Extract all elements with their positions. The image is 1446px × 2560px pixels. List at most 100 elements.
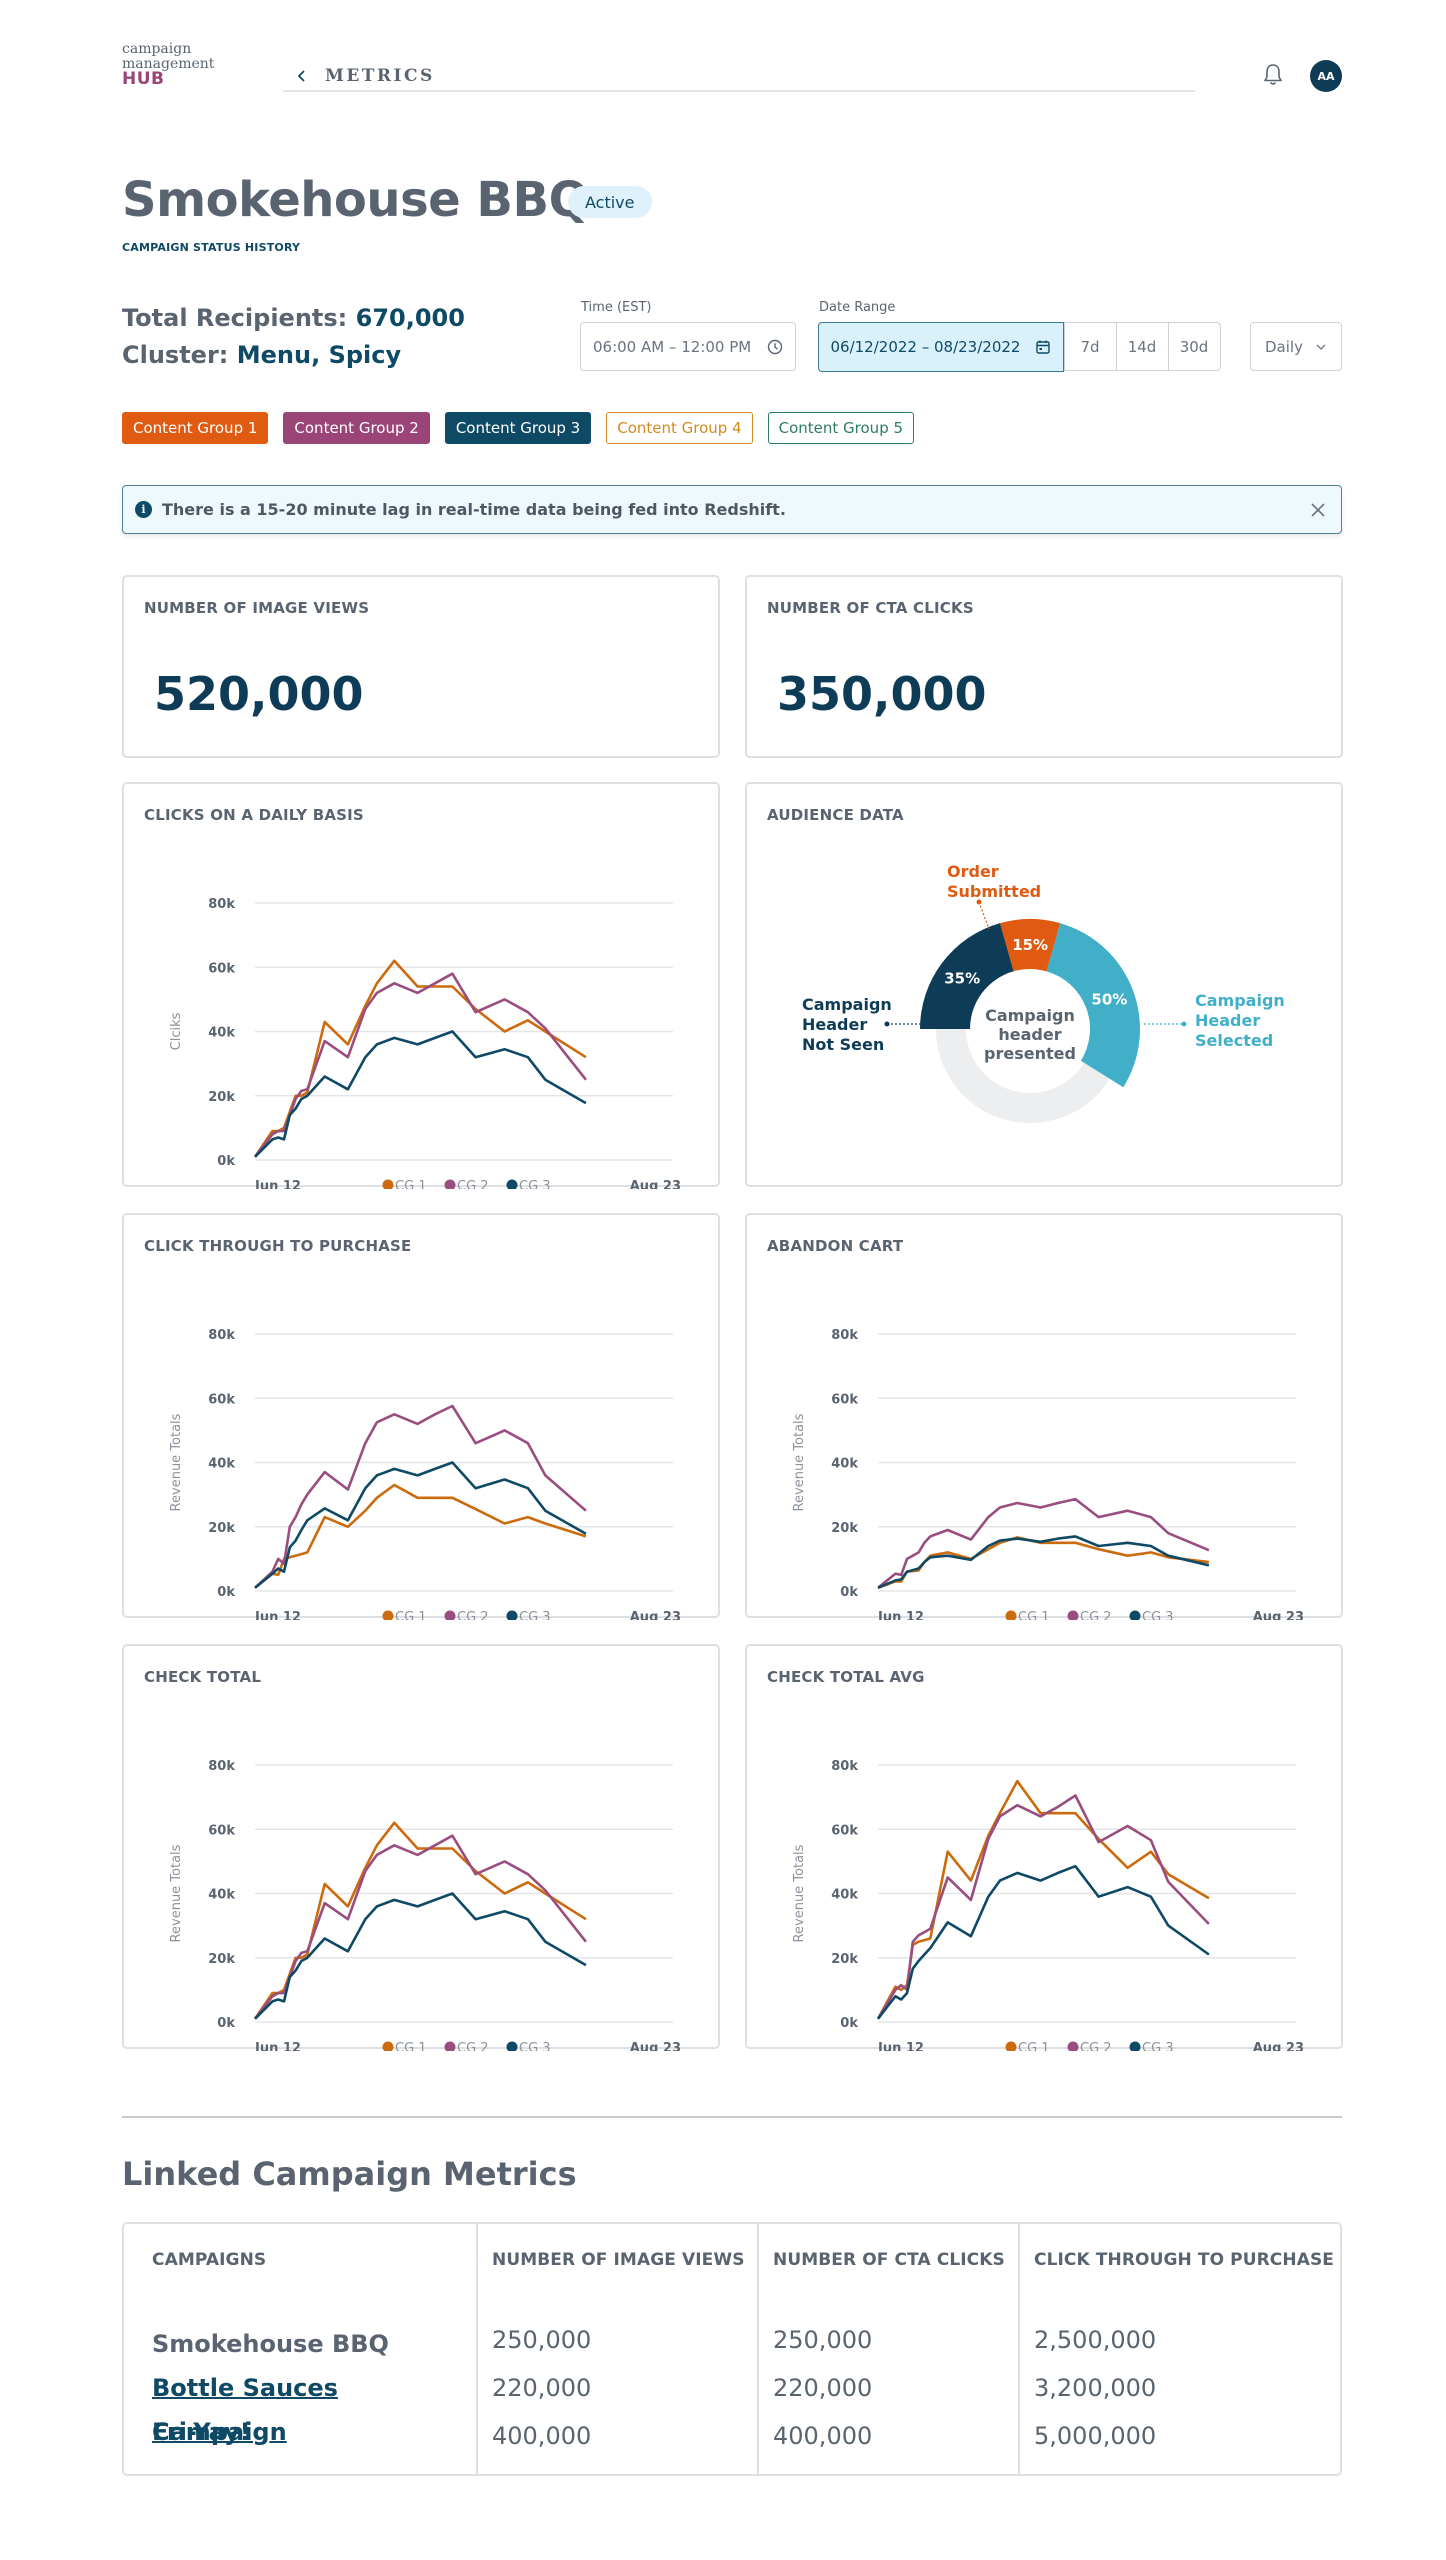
table-cell: 250,000 [773, 2326, 873, 2354]
audience-donut-chart: 35%15%50%CampaignheaderpresentedCampaign… [802, 862, 1285, 1123]
y-tick-label: 80k [831, 1759, 858, 1774]
campaign-link-fri-yay[interactable]: Fri-Yay! [152, 2418, 251, 2446]
x-tick-label: Jun 12 [877, 1610, 924, 1620]
callout-label: Selected [1195, 1031, 1273, 1050]
app-logo[interactable]: campaign management HUB [122, 42, 214, 89]
avatar[interactable]: AA [1310, 60, 1342, 92]
y-tick-label: 80k [831, 1328, 858, 1343]
series-line-cg2 [877, 1497, 1210, 1589]
donut-percent-label: 35% [944, 970, 980, 988]
callout-dot [1181, 1021, 1187, 1027]
campaign-link-bottle-sauces[interactable]: Bottle Sauces Campaign [152, 2374, 338, 2446]
y-tick-label: 40k [831, 1457, 858, 1472]
chart-card-audience: AUDIENCE DATA 35% 15% 50% Campaign header pre… [745, 782, 1343, 1187]
x-tick-label: Jun 12 [254, 1179, 301, 1189]
donut-center-label: Campaign [985, 1006, 1075, 1025]
granularity-select[interactable]: Daily [1250, 322, 1342, 371]
alert-close-button[interactable] [1307, 499, 1329, 521]
time-label: Time (EST) [581, 300, 652, 315]
click-through-line-chart: 0k 20k 40k 60k 80k Revenue Totals Jun 12 Aug 23… [169, 1328, 681, 1620]
linked-campaign-metrics-title: Linked Campaign Metrics [122, 2155, 577, 2193]
content-group-4-chip[interactable]: Content Group 4 [606, 412, 753, 444]
callout-label: Campaign [1195, 991, 1285, 1010]
back-button[interactable] [291, 65, 313, 87]
donut-segment [920, 923, 1014, 1029]
table-cell: 400,000 [773, 2422, 873, 2450]
legend-marker [1005, 2041, 1017, 2051]
campaign-status-history-link[interactable]: CAMPAIGN STATUS HISTORY [122, 241, 301, 254]
time-range-input[interactable]: 06:00 AM – 12:00 PM [580, 322, 796, 371]
notifications-button[interactable] [1260, 62, 1286, 88]
y-tick-label: 20k [208, 1521, 235, 1536]
y-axis-label: Revenue Totals [169, 1413, 184, 1511]
chevron-down-icon [1316, 344, 1326, 350]
campaign-summary: Total Recipients: 670,000 Cluster: Menu,… [122, 300, 465, 374]
series-line-cg3 [254, 1461, 587, 1589]
quick-range-14d[interactable]: 14d [1115, 323, 1168, 370]
callout-label: Header [802, 1015, 867, 1034]
x-tick-label: Aug 23 [630, 1179, 681, 1189]
chart-title: CHECK TOTAL [144, 1668, 262, 1686]
legend-marker [444, 1179, 456, 1189]
quick-range-7d[interactable]: 7d [1063, 323, 1116, 370]
y-axis-label: Clciks [169, 1012, 184, 1050]
table-cell: 220,000 [492, 2374, 592, 2402]
series-line-cg2 [253, 1834, 587, 2020]
chevron-left-icon [297, 70, 305, 82]
campaign-name: Smokehouse BBQ [152, 2330, 389, 2358]
donut-segment [1046, 923, 1140, 1088]
click-through-column: CLICK THROUGH TO PURCHASE 2,500,000 3,20… [1018, 2224, 1340, 2474]
legend-label: CG 2 [457, 2041, 489, 2051]
legend-marker [382, 1179, 394, 1189]
x-tick-label: Aug 23 [1253, 2041, 1304, 2051]
cluster-value: Menu, Spicy [236, 341, 402, 369]
date-range-value: 06/12/2022 – 08/23/2022 [830, 337, 1021, 356]
date-range-group: 06/12/2022 – 08/23/2022 7d 14d 30d [817, 321, 1221, 372]
y-axis-label: Revenue Totals [792, 1413, 807, 1511]
callout-label: Header [1195, 1011, 1260, 1030]
x-tick-label: Jun 12 [254, 2041, 301, 2051]
kpi-card-cta-clicks: NUMBER OF CTA CLICKS 350,000 [745, 575, 1343, 758]
content-group-3-chip[interactable]: Content Group 3 [444, 412, 592, 444]
y-tick-label: 40k [208, 1026, 235, 1041]
chart-title: ABANDON CART [767, 1237, 904, 1255]
content-group-5-chip[interactable]: Content Group 5 [767, 412, 915, 444]
legend-label: CG 3 [1142, 2041, 1174, 2051]
nav-title: METRICS [325, 66, 435, 86]
y-tick-label: 20k [831, 1521, 858, 1536]
legend-label: CG 1 [395, 1610, 427, 1620]
y-tick-label: 0k [217, 1154, 235, 1169]
chart-title: AUDIENCE DATA [767, 806, 904, 824]
legend-label: CG 2 [1080, 1610, 1112, 1620]
series-line-cg3 [876, 1864, 1210, 2020]
logo-line-3: HUB [122, 69, 165, 89]
kpi-title: NUMBER OF CTA CLICKS [767, 599, 974, 617]
series-line-cg3 [254, 1892, 587, 2020]
callout-line [978, 901, 990, 930]
content-group-1-chip[interactable]: Content Group 1 [122, 412, 269, 444]
legend-label: CG 1 [395, 1179, 427, 1189]
chart-title: CLICKS ON A DAILY BASIS [144, 806, 364, 824]
series-line-cg1 [876, 1779, 1210, 2020]
table-cell: 3,200,000 [1034, 2374, 1157, 2402]
legend-marker [444, 1610, 456, 1620]
legend-label: CG 1 [1018, 2041, 1050, 2051]
x-tick-label: Aug 23 [1253, 1610, 1304, 1620]
table-cell: 5,000,000 [1034, 2422, 1157, 2450]
date-range-input[interactable]: 06/12/2022 – 08/23/2022 [817, 321, 1064, 372]
callout-label: Submitted [947, 882, 1041, 901]
y-tick-label: 60k [831, 1392, 858, 1407]
table-cell: 2,500,000 [1034, 2326, 1157, 2354]
donut-center-label: header [998, 1025, 1061, 1044]
kpi-value: 520,000 [154, 667, 364, 721]
y-tick-label: 0k [840, 2016, 858, 2031]
total-recipients-label: Total Recipients: [122, 304, 348, 332]
quick-range-30d[interactable]: 30d [1167, 323, 1220, 370]
chart-title: CHECK TOTAL AVG [767, 1668, 925, 1686]
linked-campaign-table: CAMPAIGNS Smokehouse BBQ Bottle Sauces C… [122, 2222, 1342, 2476]
series-line-cg3 [254, 1030, 587, 1158]
info-icon: i [135, 501, 152, 518]
legend-marker [1129, 2041, 1141, 2051]
content-group-2-chip[interactable]: Content Group 2 [283, 412, 430, 444]
legend-label: CG 2 [457, 1610, 489, 1620]
